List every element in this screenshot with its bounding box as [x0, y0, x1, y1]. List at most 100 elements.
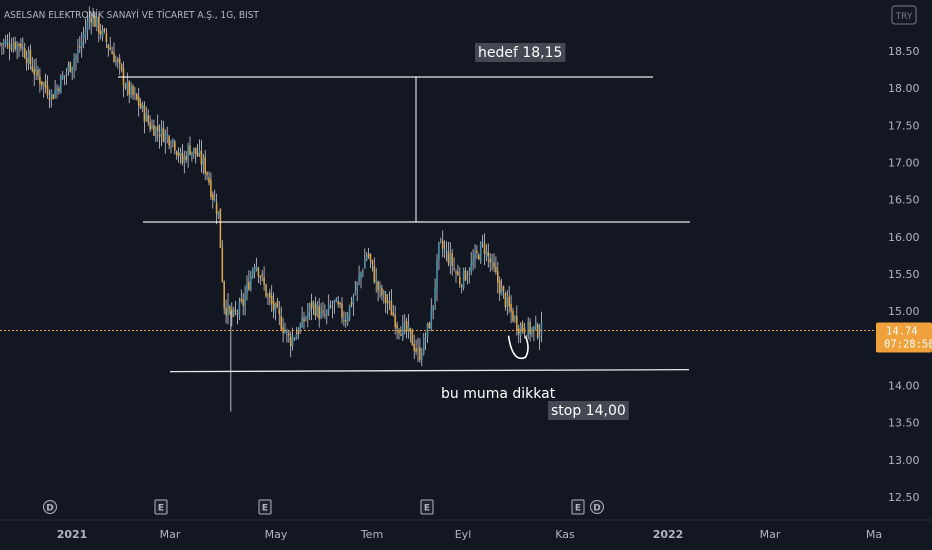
candle-body	[525, 335, 528, 337]
candle-body	[407, 325, 410, 332]
y-tick-label: 13.50	[888, 417, 920, 430]
candle-body	[369, 254, 372, 261]
candle-body	[392, 312, 395, 316]
candle-body	[428, 322, 431, 329]
time-axis-panel[interactable]	[0, 520, 932, 550]
candle-body	[141, 104, 144, 109]
candle-body	[232, 309, 235, 315]
candle-body	[270, 296, 273, 304]
candle-body	[320, 311, 322, 318]
candle-body	[512, 310, 514, 322]
candle-body	[398, 329, 400, 334]
candle-body	[124, 86, 127, 89]
price-tag-box	[876, 322, 932, 353]
candle-body	[69, 62, 72, 72]
candle-body	[440, 239, 442, 241]
candle-body	[324, 314, 326, 316]
candle-body	[103, 28, 106, 32]
candle-body	[242, 299, 244, 306]
currency-badge-box[interactable]	[891, 5, 917, 25]
candle-body	[375, 279, 377, 283]
candle-body	[339, 302, 341, 305]
candle-body	[303, 318, 305, 322]
candle-body	[162, 128, 165, 142]
candle-body	[27, 52, 30, 65]
candle-body	[468, 274, 471, 276]
earnings-marker[interactable]	[420, 499, 434, 515]
candle-body	[253, 266, 256, 273]
candle-body	[183, 156, 186, 163]
candle-body	[145, 112, 148, 122]
candle-body	[172, 139, 174, 144]
candle-body	[255, 265, 258, 270]
y-tick-label: 17.50	[888, 119, 920, 132]
candle-body	[213, 199, 216, 201]
candle-body	[200, 151, 203, 165]
candle-body	[4, 40, 7, 45]
candle-body	[54, 89, 56, 98]
candle-body	[308, 303, 311, 312]
candle-body	[436, 259, 438, 291]
candle-body	[535, 322, 537, 329]
candle-body	[107, 44, 110, 48]
candle-body	[128, 81, 130, 95]
attention-hook[interactable]	[507, 335, 529, 360]
candle-body	[312, 302, 315, 307]
candle-body	[476, 250, 478, 253]
candle-body	[168, 136, 170, 146]
candle-body	[329, 305, 332, 307]
candle-body	[219, 208, 222, 248]
currency-badge[interactable]: TRY	[891, 5, 917, 25]
candle-body	[109, 47, 111, 50]
y-tick-label: 16.00	[888, 231, 920, 244]
candle-body	[405, 320, 408, 332]
candle-body	[227, 303, 229, 317]
candle-body	[390, 300, 393, 316]
candle-body	[364, 259, 366, 269]
candle-body	[500, 287, 503, 296]
candle-body	[295, 334, 298, 340]
dividend-marker[interactable]	[590, 500, 604, 514]
candle-body	[432, 305, 434, 312]
candle-body	[280, 315, 282, 330]
earnings-marker[interactable]	[571, 499, 585, 515]
candle-body	[413, 343, 415, 351]
candle-body	[459, 277, 461, 285]
candle-body	[29, 50, 32, 65]
price-axis-panel[interactable]	[874, 0, 932, 524]
candle-body	[198, 150, 201, 155]
candle-body	[170, 145, 172, 147]
dividend-marker[interactable]	[43, 500, 57, 514]
candle-body	[101, 29, 104, 37]
candle-body	[384, 294, 387, 303]
event-marker-letter: D	[46, 504, 53, 514]
event-marker-letter: E	[262, 504, 268, 514]
drawings-layer[interactable]	[118, 76, 690, 373]
price-tag-value: 14.74	[886, 325, 918, 337]
candle-body	[90, 17, 92, 23]
candle-body	[191, 151, 193, 157]
candle-body	[335, 298, 338, 303]
candle-body	[491, 259, 493, 262]
candle-body	[257, 267, 260, 277]
candle-body	[346, 316, 349, 323]
candle-body	[386, 300, 389, 304]
support-level-line[interactable]	[169, 368, 690, 373]
candle-body	[153, 125, 155, 136]
earnings-marker[interactable]	[154, 499, 168, 515]
candle-body	[63, 74, 66, 77]
candle-body	[94, 15, 96, 27]
candle-body	[221, 247, 224, 282]
candle-body	[483, 242, 486, 254]
earnings-marker[interactable]	[258, 499, 272, 515]
candle-body	[179, 151, 182, 156]
candle-body	[113, 52, 115, 63]
candle-body	[514, 316, 516, 320]
candle-body	[438, 242, 440, 260]
candle-body	[310, 301, 313, 309]
price-tag-countdown: 07:28:50	[884, 338, 932, 350]
candle-body	[402, 322, 404, 339]
candle-body	[86, 20, 89, 31]
x-tick-label: May	[265, 528, 288, 541]
